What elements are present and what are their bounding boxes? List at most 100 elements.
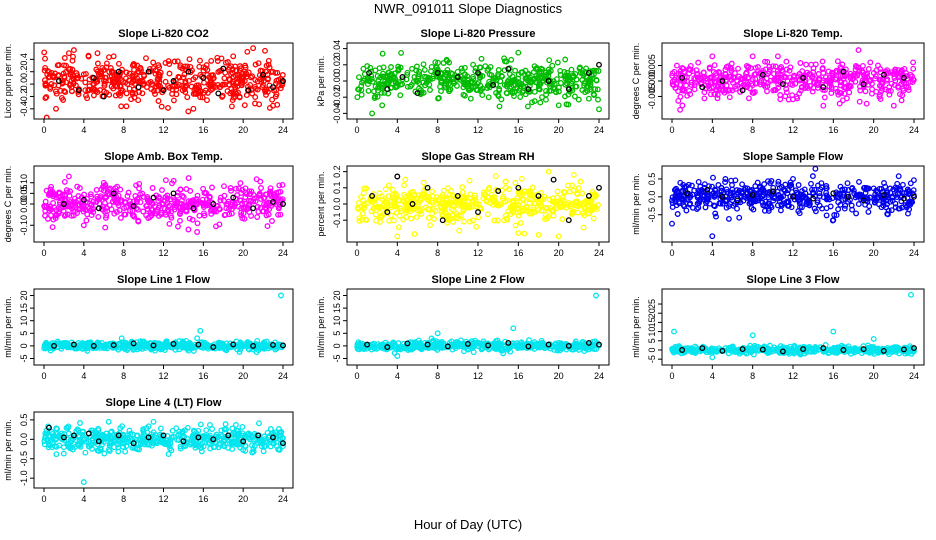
scatter-point (249, 90, 256, 97)
highlight-point (366, 69, 373, 76)
scatter-point (130, 212, 137, 219)
highlight-point (900, 74, 907, 81)
scatter-point (385, 69, 392, 76)
scatter-point (242, 194, 249, 201)
highlight-point (880, 192, 887, 199)
scatter-point (247, 341, 254, 348)
scatter-point (755, 195, 762, 202)
scatter-point (264, 88, 271, 95)
scatter-point (475, 214, 482, 221)
y-tick-label: 0.000 (647, 70, 657, 93)
scatter-point (570, 187, 577, 194)
panel-title: Slope Li-820 Pressure (421, 28, 536, 40)
scatter-point (431, 216, 437, 222)
scatter-point (135, 342, 142, 349)
scatter-point (747, 187, 754, 194)
scatter-point (425, 74, 432, 81)
highlight-point (170, 190, 177, 197)
panel-title: Slope Line 2 Flow (432, 274, 525, 286)
scatter-point (255, 60, 262, 67)
panel-ylabel: kPa per min. (316, 56, 326, 107)
scatter-point (147, 78, 154, 85)
scatter-point (359, 345, 366, 352)
x-tick-label: 4 (395, 248, 400, 258)
scatter-point (430, 344, 437, 351)
scatter-point (358, 87, 365, 94)
scatter-point (865, 208, 872, 215)
scatter-point (141, 73, 147, 80)
scatter-point (404, 69, 411, 76)
y-tick-label: -0.005 (647, 84, 657, 110)
outlier-point (185, 226, 192, 233)
highlight-point (90, 74, 97, 81)
x-tick-label: 16 (513, 125, 523, 135)
scatter-point (709, 183, 715, 190)
scatter-point (718, 187, 725, 194)
scatter-point (239, 200, 246, 207)
scatter-point (531, 98, 538, 105)
scatter-point (679, 102, 686, 109)
scatter-point (509, 208, 516, 215)
x-tick-label: 0 (41, 125, 46, 135)
scatter-point (701, 181, 708, 188)
panel-points (669, 47, 917, 113)
scatter-point (139, 345, 146, 352)
scatter-point (427, 87, 433, 93)
scatter-point (459, 189, 466, 196)
scatter-point (736, 187, 743, 194)
scatter-point (192, 74, 199, 81)
scatter-point (188, 83, 195, 90)
scatter-point (156, 64, 163, 71)
scatter-point (196, 63, 203, 70)
scatter-point (397, 92, 404, 99)
highlight-point (525, 343, 532, 350)
scatter-point (837, 82, 844, 89)
scatter-point (208, 57, 215, 64)
scatter-point (569, 209, 576, 216)
scatter-point (506, 186, 513, 193)
scatter-point (826, 196, 833, 203)
scatter-point (869, 86, 876, 93)
scatter-point (514, 344, 521, 351)
scatter-point (910, 59, 917, 66)
scatter-point (904, 345, 910, 352)
scatter-point (910, 177, 917, 184)
scatter-point (420, 179, 427, 186)
scatter-point (592, 204, 599, 211)
scatter-point (262, 47, 268, 54)
scatter-point (710, 174, 716, 181)
scatter-point (162, 194, 169, 200)
scatter-point (459, 75, 466, 82)
x-tick-label: 0 (354, 125, 359, 135)
highlight-point (769, 188, 776, 195)
highlight-point (860, 197, 867, 204)
scatter-point (585, 206, 592, 213)
scatter-point (894, 180, 901, 187)
scatter-point (435, 95, 442, 101)
scatter-point (562, 93, 568, 100)
panel-ylabel: degrees C per min. (3, 166, 13, 243)
scatter-point (181, 343, 188, 350)
scatter-point (778, 202, 785, 209)
scatter-point (726, 94, 733, 101)
scatter-point (823, 77, 830, 84)
scatter-point (815, 82, 822, 89)
scatter-point (841, 186, 848, 193)
scatter-point (446, 75, 453, 82)
highlight-point (60, 201, 67, 207)
scatter-point (696, 200, 702, 206)
scatter-point (843, 85, 849, 92)
scatter-point (910, 187, 917, 194)
scatter-point (237, 197, 244, 204)
scatter-point (756, 79, 763, 86)
scatter-point (841, 79, 848, 86)
scatter-point (82, 70, 89, 77)
scatter-point (211, 208, 218, 215)
scatter-point (106, 202, 113, 209)
scatter-point (256, 191, 263, 198)
scatter-point (138, 342, 145, 349)
scatter-point (231, 82, 238, 89)
scatter-point (846, 89, 853, 96)
scatter-point (849, 72, 856, 79)
y-tick-label: 20 (647, 308, 657, 318)
